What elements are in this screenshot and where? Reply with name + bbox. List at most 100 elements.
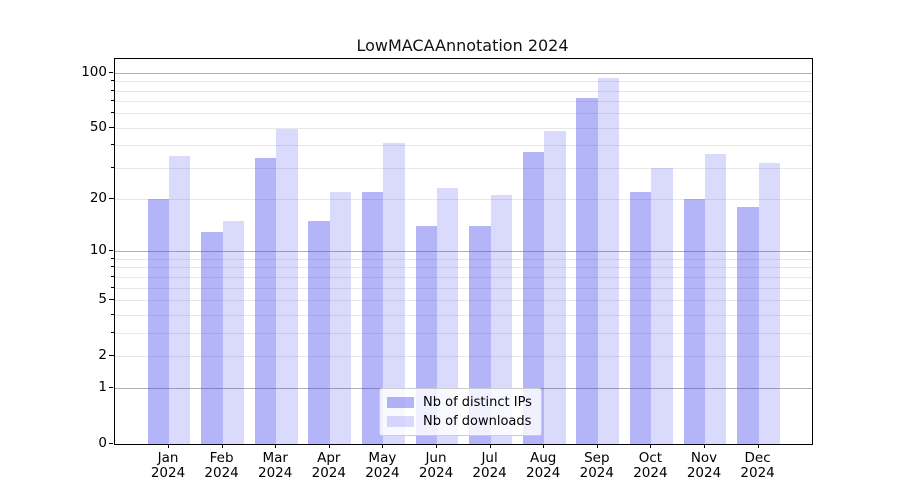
x-tick-mark — [757, 444, 759, 448]
x-tick-label: Oct 2024 — [633, 451, 667, 481]
bar-nb-of-downloads-sep — [597, 77, 620, 444]
y-minor-tick-mark — [111, 198, 114, 200]
x-tick-year: 2024 — [686, 465, 722, 481]
x-tick-label: Apr 2024 — [312, 451, 346, 481]
x-tick-year: 2024 — [204, 465, 239, 481]
x-tick-month: Nov — [690, 450, 718, 466]
y-minor-tick-mark — [111, 275, 114, 277]
y-minor-tick-mark — [111, 126, 114, 128]
y-minor-tick-mark — [111, 100, 114, 102]
x-tick-label: Jun 2024 — [419, 451, 453, 481]
y-minor-tick-mark — [111, 89, 114, 91]
minor-gridline — [115, 258, 812, 260]
x-tick-month: Sep — [584, 450, 610, 466]
bar-nb-of-downloads-mar — [276, 129, 298, 444]
minor-gridline — [115, 167, 812, 169]
major-gridline — [115, 72, 812, 74]
bar-nb-of-distinct-ips-sep — [576, 97, 598, 444]
bar-nb-of-downloads-aug — [544, 131, 566, 444]
bar-nb-of-distinct-ips-aug — [522, 151, 545, 444]
x-tick-month: Oct — [638, 450, 663, 466]
x-tick-label: Aug 2024 — [526, 451, 560, 481]
bar-nb-of-downloads-jun — [437, 188, 459, 444]
x-tick-year: 2024 — [740, 465, 775, 481]
x-tick-month: Jun — [425, 450, 447, 466]
minor-gridline — [115, 299, 812, 301]
bar-nb-of-distinct-ips-dec — [737, 207, 759, 444]
x-tick-month: Mar — [262, 450, 288, 466]
x-tick-label: Feb 2024 — [204, 451, 238, 481]
y-minor-tick-mark — [111, 80, 114, 82]
minor-gridline — [115, 145, 812, 147]
x-tick-mark — [275, 444, 277, 448]
bar-nb-of-distinct-ips-may — [362, 191, 384, 444]
x-tick-label: Mar 2024 — [258, 451, 292, 481]
y-tick-label: 20 — [89, 190, 107, 207]
legend-label: Nb of downloads — [423, 414, 532, 429]
legend-row: Nb of distinct IPs — [387, 393, 532, 412]
bar-nb-of-distinct-ips-nov — [683, 199, 705, 444]
y-minor-tick-mark — [111, 112, 114, 114]
x-tick-label: Sep 2024 — [580, 451, 614, 481]
y-minor-tick-mark — [111, 257, 114, 259]
x-tick-mark — [328, 444, 330, 448]
y-minor-tick-mark — [111, 266, 114, 268]
chart-title: LowMACAAnnotation 2024 — [356, 36, 569, 55]
x-tick-mark — [596, 444, 598, 448]
x-tick-month: May — [368, 450, 397, 466]
x-tick-year: 2024 — [365, 465, 400, 481]
minor-gridline — [115, 276, 812, 278]
bar-nb-of-downloads-jul — [490, 195, 512, 444]
y-tick-mark — [109, 250, 113, 252]
minor-gridline — [115, 332, 812, 334]
x-tick-year: 2024 — [150, 465, 186, 481]
bar-nb-of-downloads-apr — [329, 191, 352, 444]
y-tick-mark — [109, 443, 113, 444]
x-tick-month: Jan — [157, 450, 179, 466]
minor-gridline — [115, 287, 812, 289]
bar-nb-of-distinct-ips-feb — [201, 231, 223, 444]
x-tick-mark — [543, 444, 545, 448]
x-tick-year: 2024 — [579, 465, 614, 481]
minor-gridline — [115, 314, 812, 316]
x-tick-year: 2024 — [472, 465, 507, 481]
bar-nb-of-downloads-oct — [651, 167, 673, 444]
x-tick-year: 2024 — [418, 465, 454, 481]
x-tick-month: Feb — [209, 450, 234, 466]
y-tick-mark — [109, 71, 113, 73]
x-tick-label: Nov 2024 — [687, 451, 721, 481]
minor-gridline — [115, 199, 812, 201]
y-tick-label: 50 — [89, 118, 107, 135]
minor-gridline — [115, 127, 812, 129]
y-tick-label: 1 — [98, 379, 107, 396]
y-minor-tick-mark — [111, 166, 114, 168]
legend-label: Nb of distinct IPs — [423, 395, 532, 410]
x-tick-mark — [650, 444, 652, 448]
y-tick-label: 5 — [98, 290, 107, 307]
minor-gridline — [115, 267, 812, 269]
y-minor-tick-mark — [111, 313, 114, 315]
bar-nb-of-downloads-jan — [169, 155, 191, 444]
x-tick-year: 2024 — [633, 465, 668, 481]
major-gridline — [115, 251, 812, 253]
x-tick-mark — [221, 444, 223, 448]
y-tick-label: 2 — [98, 346, 107, 363]
minor-gridline — [115, 90, 812, 92]
x-tick-year: 2024 — [526, 465, 561, 481]
y-tick-label: 10 — [89, 242, 107, 259]
bar-nb-of-downloads-feb — [222, 221, 244, 444]
legend-row: Nb of downloads — [387, 412, 532, 431]
y-tick-label: 100 — [81, 63, 107, 80]
x-tick-mark — [436, 444, 437, 448]
x-tick-month: Apr — [317, 450, 341, 466]
x-tick-mark — [382, 444, 384, 448]
x-tick-mark — [168, 444, 169, 448]
x-tick-mark — [489, 444, 491, 448]
minor-gridline — [115, 81, 812, 83]
x-tick-label: Jul 2024 — [472, 451, 506, 481]
x-tick-label: Jan 2024 — [151, 451, 185, 481]
bar-nb-of-distinct-ips-oct — [630, 191, 652, 444]
bar-nb-of-distinct-ips-apr — [308, 221, 330, 444]
y-minor-tick-mark — [111, 144, 114, 146]
